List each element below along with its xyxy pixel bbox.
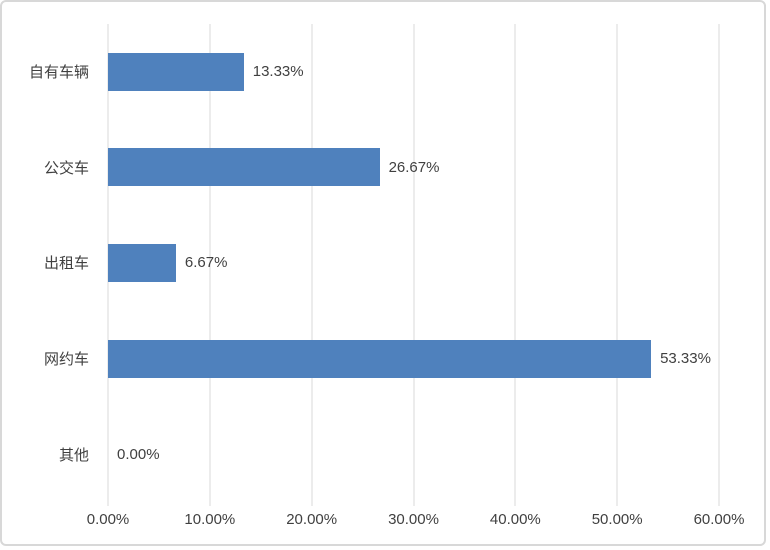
x-tick-label: 50.00% xyxy=(591,511,643,528)
y-axis-category-labels: 自有车辆 公交车 出租车 网约车 其他 xyxy=(2,24,108,502)
gridline xyxy=(616,24,618,506)
bar-row: 6.67% xyxy=(108,215,719,311)
gridline xyxy=(413,24,414,506)
bar-track: 0.00% xyxy=(108,435,719,473)
category-label: 公交车 xyxy=(43,159,89,177)
bars-layer: 13.33% 26.67% 6.67% 53.33% xyxy=(108,24,719,502)
bar-track: 13.33% xyxy=(108,52,719,91)
gridline xyxy=(209,24,211,506)
x-tick-label: 20.00% xyxy=(286,511,338,528)
data-label: 13.33% xyxy=(252,63,304,81)
bar-row: 0.00% xyxy=(108,406,719,502)
bar-track: 6.67% xyxy=(108,243,719,282)
bar-row: 13.33% xyxy=(108,24,719,120)
bar xyxy=(108,148,380,187)
data-label: 6.67% xyxy=(184,254,228,272)
x-tick-label: 40.00% xyxy=(489,511,541,528)
category-label: 网约车 xyxy=(43,351,89,369)
x-tick-label: 10.00% xyxy=(184,511,236,528)
bar xyxy=(108,339,652,378)
bar-track: 26.67% xyxy=(108,148,719,187)
x-tick-label: 60.00% xyxy=(693,511,745,528)
category-label: 出租车 xyxy=(43,255,89,273)
gridline xyxy=(514,24,516,506)
gridline xyxy=(718,24,720,506)
category-label: 其他 xyxy=(58,446,89,464)
plot-area: 13.33% 26.67% 6.67% 53.33% xyxy=(107,24,720,506)
bar xyxy=(108,52,244,91)
x-tick-label: 0.00% xyxy=(86,511,130,528)
x-tick-label: 30.00% xyxy=(388,511,439,528)
category-label: 自有车辆 xyxy=(28,64,89,82)
gridline xyxy=(311,24,313,506)
data-label: 0.00% xyxy=(117,445,160,463)
data-label: 53.33% xyxy=(660,350,711,368)
x-axis-tick-labels: 0.00% 10.00% 20.00% 30.00% 40.00% 50.00% 60.00… xyxy=(87,511,745,531)
bar-row: 26.67% xyxy=(108,120,719,216)
bar xyxy=(108,243,176,282)
bar-row: 53.33% xyxy=(108,311,719,407)
data-label: 26.67% xyxy=(388,158,440,176)
bar-track: 53.33% xyxy=(108,339,719,378)
